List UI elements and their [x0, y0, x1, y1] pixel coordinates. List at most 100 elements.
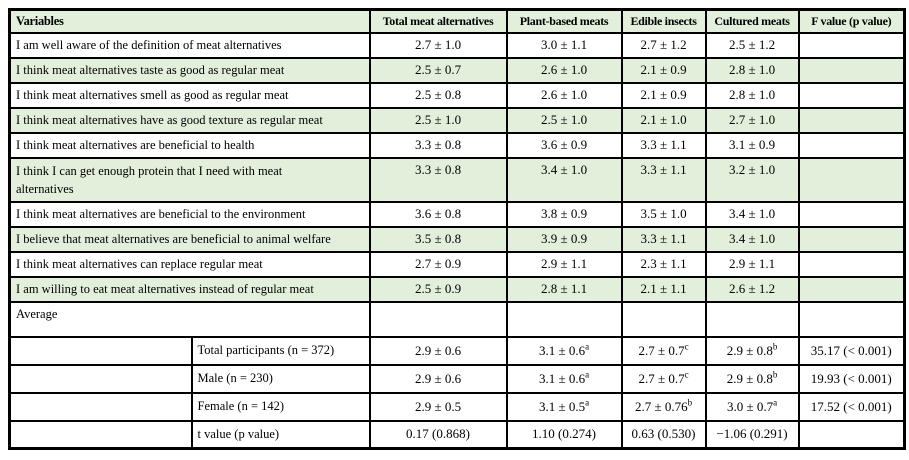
cell-value: 2.5 ± 0.8 — [414, 87, 462, 102]
value-cell: 2.9 ± 0.8b — [704, 335, 800, 366]
cell-value: 1.10 (0.274) — [532, 426, 596, 442]
f-value-cell — [797, 81, 906, 109]
table-row: I think meat alternatives can replace re… — [8, 250, 906, 278]
value-cell: 3.1 ± 0.6a — [505, 363, 623, 394]
value-cell: 2.9 ± 1.1 — [704, 250, 800, 278]
value-cell: 2.6 ± 1.2 — [704, 275, 800, 303]
value-cell: 3.0 ± 1.1 — [505, 31, 623, 59]
cell-value: 2.7 ± 0.7 — [638, 370, 685, 386]
significance-superscript: c — [684, 369, 689, 380]
value-cell — [505, 300, 623, 338]
subgroup-label-cell: Male (n = 230) — [190, 363, 371, 394]
value-cell: 3.4 ± 1.0 — [704, 200, 800, 228]
value-cell: 3.8 ± 0.9 — [505, 200, 623, 228]
cell-value: 2.7 ± 0.9 — [414, 256, 462, 271]
table-row: Female (n = 142) 2.9 ± 0.5 3.1 ± 0.5a 2.7 ±… — [8, 391, 906, 422]
variable-cell: I think meat alternatives are beneficial… — [8, 200, 371, 228]
cell-value: 35.17 (< 0.001) — [810, 342, 892, 358]
cell-value: 3.1 ± 0.5 — [538, 398, 586, 414]
section-label-cell: Average — [8, 300, 371, 338]
value-cell: 3.6 ± 0.8 — [368, 200, 508, 228]
cell-value: 2.6 ± 1.0 — [540, 62, 588, 77]
value-cell: 2.5 ± 0.8 — [368, 81, 508, 109]
cell-value: 2.8 ± 1.0 — [728, 87, 776, 102]
table-row: I think I can get enough protein that I … — [8, 156, 906, 203]
value-cell: 1.10 (0.274) — [505, 419, 623, 450]
cell-value: 3.5 ± 1.0 — [640, 206, 687, 221]
value-cell: 2.9 ± 0.8b — [704, 363, 800, 394]
value-cell: 3.1 ± 0.6a — [505, 335, 623, 366]
significance-superscript: a — [773, 397, 778, 408]
cell-value: 2.6 ± 1.2 — [728, 281, 776, 296]
value-cell: 2.7 ± 0.76b — [620, 391, 707, 422]
f-value-cell — [797, 56, 906, 84]
column-header-plant-based-meats: Plant-based meats — [505, 8, 623, 34]
value-cell: 2.7 ± 1.0 — [704, 106, 800, 134]
significance-superscript: a — [585, 341, 590, 352]
value-cell — [368, 300, 508, 338]
cell-value: 3.9 ± 0.9 — [540, 231, 588, 246]
value-cell: 3.1 ± 0.9 — [704, 131, 800, 159]
cell-value: 3.1 ± 0.9 — [728, 137, 776, 152]
value-cell: 0.17 (0.868) — [368, 419, 508, 450]
cell-value: 3.6 ± 0.9 — [540, 137, 588, 152]
variable-cell: I am well aware of the definition of mea… — [8, 31, 371, 59]
value-cell: 3.5 ± 1.0 — [620, 200, 707, 228]
table-row: I think meat alternatives smell as good … — [8, 81, 906, 109]
cell-value: 2.1 ± 0.9 — [640, 87, 687, 102]
cell-value: 3.2 ± 1.0 — [728, 161, 776, 177]
table-row: I am well aware of the definition of mea… — [8, 31, 906, 59]
variable-cell: I think meat alternatives taste as good … — [8, 56, 371, 84]
f-value-cell — [797, 250, 906, 278]
value-cell: 3.3 ± 1.1 — [620, 156, 707, 203]
cell-value: 2.9 ± 0.8 — [726, 342, 773, 358]
cell-value: 2.7 ± 0.7 — [638, 342, 685, 358]
column-header-f-value: F value (p value) — [797, 8, 906, 34]
value-cell: 2.5 ± 1.2 — [704, 31, 800, 59]
cell-value: 0.17 (0.868) — [406, 426, 470, 442]
cell-value: 2.1 ± 1.1 — [640, 281, 687, 296]
cell-value: 3.4 ± 1.0 — [540, 161, 588, 177]
value-cell: 2.1 ± 1.0 — [620, 106, 707, 134]
table-row: I believe that meat alternatives are ben… — [8, 225, 906, 253]
cell-value: 3.3 ± 1.1 — [640, 161, 687, 177]
significance-superscript: a — [585, 369, 590, 380]
cell-value: 3.4 ± 1.0 — [728, 206, 776, 221]
significance-superscript: a — [585, 397, 590, 408]
variable-cell: I think meat alternatives smell as good … — [8, 81, 371, 109]
value-cell: 2.7 ± 1.0 — [368, 31, 508, 59]
variable-cell: I am willing to eat meat alternatives in… — [8, 275, 371, 303]
spacer-cell — [8, 335, 193, 366]
f-value-cell — [797, 419, 906, 450]
variable-cell: I think meat alternatives can replace re… — [8, 250, 371, 278]
f-value-cell — [797, 275, 906, 303]
cell-value: 3.3 ± 1.1 — [640, 137, 687, 152]
cell-value: 2.9 ± 1.1 — [728, 256, 776, 271]
value-cell: 2.9 ± 0.6 — [368, 335, 508, 366]
cell-value: 3.5 ± 0.8 — [414, 231, 462, 246]
cell-value: 3.1 ± 0.6 — [538, 370, 586, 386]
value-cell: 2.7 ± 0.7c — [620, 363, 707, 394]
cell-value: 2.9 ± 0.8 — [726, 370, 773, 386]
value-cell: 2.8 ± 1.1 — [505, 275, 623, 303]
column-header-edible-insects: Edible insects — [620, 8, 707, 34]
value-cell: 2.8 ± 1.0 — [704, 81, 800, 109]
value-cell: 3.4 ± 1.0 — [704, 225, 800, 253]
f-value-cell — [797, 225, 906, 253]
table-row: Total participants (n = 372) 2.9 ± 0.6 3.1… — [8, 335, 906, 366]
cell-value: 2.7 ± 0.76 — [634, 398, 688, 414]
value-cell: 2.7 ± 1.2 — [620, 31, 707, 59]
cell-value: 2.5 ± 0.7 — [414, 62, 462, 77]
cell-value: 2.1 ± 0.9 — [640, 62, 687, 77]
variable-cell: I think I can get enough protein that I … — [8, 156, 371, 203]
cell-value: 3.3 ± 0.8 — [414, 137, 462, 152]
value-cell: 3.2 ± 1.0 — [704, 156, 800, 203]
cell-value: 17.52 (< 0.001) — [810, 398, 892, 414]
value-cell: 3.3 ± 1.1 — [620, 225, 707, 253]
variable-cell: I think meat alternatives are beneficial… — [8, 131, 371, 159]
column-header-total-meat-alternatives: Total meat alternatives — [368, 8, 508, 34]
significance-superscript: c — [684, 341, 689, 352]
cell-value: 2.9 ± 1.1 — [540, 256, 588, 271]
value-cell: 2.1 ± 0.9 — [620, 81, 707, 109]
value-cell: 2.1 ± 1.1 — [620, 275, 707, 303]
